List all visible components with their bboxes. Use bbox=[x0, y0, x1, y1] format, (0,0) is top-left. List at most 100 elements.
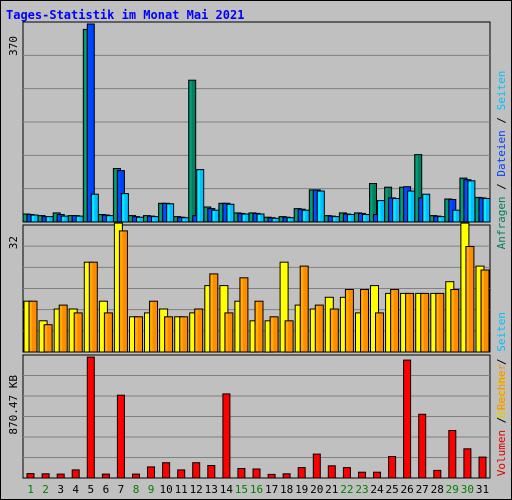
bar-highlight bbox=[265, 218, 268, 221]
bar-highlight bbox=[189, 81, 192, 221]
bar-seiten-20 bbox=[316, 190, 325, 223]
bar-highlight bbox=[361, 290, 364, 351]
bar-highlight bbox=[461, 224, 464, 351]
bar-rechner-29 bbox=[450, 289, 460, 353]
bar-highlight bbox=[254, 470, 256, 477]
bar-highlight bbox=[344, 215, 347, 221]
x-tick-label: 16 bbox=[250, 483, 263, 496]
bar-seiten-28 bbox=[437, 216, 446, 223]
bar-highlight bbox=[150, 302, 153, 351]
bar-highlight bbox=[374, 473, 377, 477]
bar-rechner-5 bbox=[88, 261, 98, 353]
bar-highlight bbox=[269, 475, 272, 477]
bar-highlight bbox=[75, 313, 78, 351]
chart-panels: 370 Anfragen / Dateien / Seiten 32 Besuche … bbox=[7, 21, 508, 479]
x-tick-label: 20 bbox=[310, 483, 323, 496]
bar-highlight bbox=[39, 216, 42, 221]
bar-rechner-10 bbox=[164, 316, 174, 353]
bar-highlight bbox=[415, 155, 418, 221]
x-tick-label: 13 bbox=[205, 483, 218, 496]
bar-highlight bbox=[165, 317, 168, 351]
bar-highlight bbox=[32, 216, 34, 221]
bar-rechner-13 bbox=[209, 273, 219, 353]
bar-highlight bbox=[258, 215, 260, 221]
bar-seiten-25 bbox=[392, 198, 401, 223]
x-tick-label: 25 bbox=[385, 483, 398, 496]
bar-highlight bbox=[449, 200, 452, 221]
y-max-label-top: 370 bbox=[7, 36, 20, 56]
bar-highlight bbox=[84, 30, 87, 222]
bar-volumen-31 bbox=[478, 456, 487, 479]
bar-highlight bbox=[284, 474, 287, 477]
bar-volumen-8 bbox=[132, 473, 140, 479]
side-label-part: Rechner bbox=[495, 363, 508, 410]
bar-highlight bbox=[195, 310, 198, 351]
bar-highlight bbox=[212, 211, 215, 221]
bar-volumen-20 bbox=[312, 453, 321, 479]
bar-rechner-24 bbox=[375, 312, 384, 353]
bar-highlight bbox=[256, 302, 258, 351]
series-besuche bbox=[23, 222, 485, 353]
bar-highlight bbox=[223, 204, 226, 221]
bar-highlight bbox=[28, 474, 30, 477]
bar-highlight bbox=[404, 361, 407, 477]
bar-rechner-28 bbox=[435, 292, 445, 353]
bar-highlight bbox=[238, 469, 241, 477]
bar-highlight bbox=[160, 310, 163, 351]
bar-volumen-14 bbox=[222, 393, 231, 479]
bar-highlight bbox=[103, 475, 106, 477]
series-seiten bbox=[30, 169, 491, 223]
bar-highlight bbox=[174, 217, 177, 221]
bar-highlight bbox=[73, 470, 76, 477]
bar-highlight bbox=[129, 216, 132, 221]
bar-volumen-19 bbox=[297, 467, 306, 479]
bar-rechner-18 bbox=[284, 320, 294, 353]
bar-highlight bbox=[284, 218, 287, 221]
bar-highlight bbox=[480, 458, 482, 477]
bar-highlight bbox=[178, 470, 181, 477]
bar-highlight bbox=[122, 194, 125, 221]
bar-highlight bbox=[77, 217, 80, 221]
bar-highlight bbox=[288, 218, 291, 221]
x-tick-label: 19 bbox=[295, 483, 308, 496]
bar-highlight bbox=[421, 294, 424, 351]
bar-highlight bbox=[296, 306, 299, 351]
bar-rechner-3 bbox=[58, 304, 68, 353]
bar-highlight bbox=[468, 181, 471, 221]
bar-rechner-25 bbox=[390, 289, 400, 353]
bar-highlight bbox=[400, 188, 403, 221]
bar-highlight bbox=[225, 313, 228, 351]
side-label-part: / bbox=[495, 410, 508, 430]
bar-highlight bbox=[25, 302, 27, 351]
bar-highlight bbox=[299, 468, 302, 477]
chart-title: Tages-Statistik im Monat Mai 2021 bbox=[6, 8, 244, 22]
bar-highlight bbox=[99, 215, 102, 221]
bar-highlight bbox=[480, 198, 482, 221]
bar-highlight bbox=[430, 216, 433, 221]
x-tick-labels: 1 2 3 4 5 6 7 8 9 10 11 12 13 14 15 16 17 18 19 20 21 22 23 24 2… bbox=[27, 483, 489, 496]
x-tick-label: 24 bbox=[370, 483, 384, 496]
bar-highlight bbox=[227, 205, 230, 221]
x-tick-label: 30 bbox=[461, 483, 474, 496]
bar-volumen-13 bbox=[207, 465, 216, 479]
bar-volumen-23 bbox=[358, 471, 366, 479]
bar-volumen-6 bbox=[101, 473, 110, 479]
bar-highlight bbox=[144, 216, 147, 221]
bar-rechner-1 bbox=[28, 300, 38, 353]
bar-highlight bbox=[477, 267, 479, 351]
side-label-part: Besuche bbox=[495, 372, 508, 418]
bar-seiten-31 bbox=[482, 198, 491, 223]
x-tick-label: 27 bbox=[416, 483, 429, 496]
bar-highlight bbox=[376, 313, 379, 351]
bar-rechner-12 bbox=[194, 308, 204, 353]
bar-highlight bbox=[163, 463, 166, 477]
side-label-part: Anfragen bbox=[495, 196, 508, 249]
bar-highlight bbox=[378, 201, 381, 221]
bar-highlight bbox=[148, 467, 151, 477]
bar-volumen-16 bbox=[252, 468, 261, 479]
bar-seiten-4 bbox=[75, 215, 84, 223]
bar-highlight bbox=[451, 290, 454, 351]
side-label-part: / bbox=[495, 352, 508, 372]
bar-highlight bbox=[115, 224, 118, 351]
